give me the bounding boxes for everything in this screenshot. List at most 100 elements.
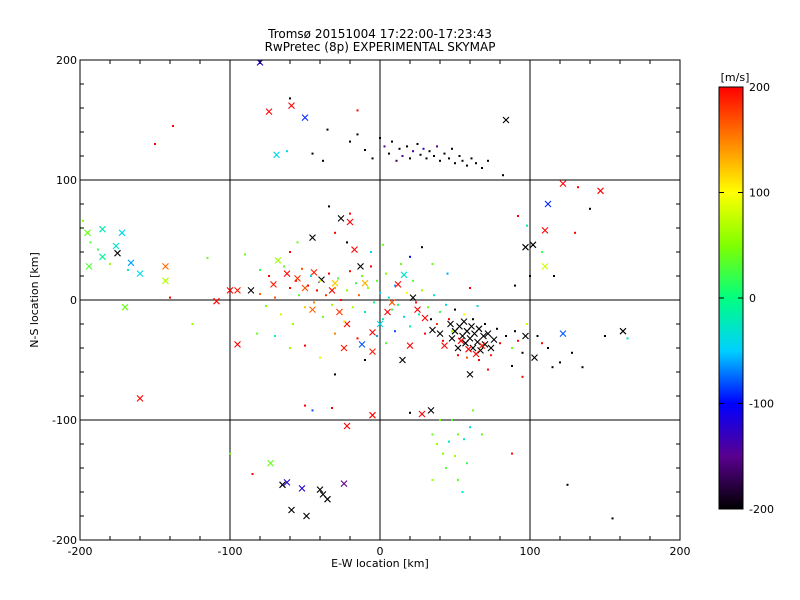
x-tick-label: -100 xyxy=(218,545,243,558)
cross-point xyxy=(99,225,106,233)
dot-point xyxy=(461,159,464,162)
dot-point xyxy=(319,356,321,359)
dot-point xyxy=(325,294,327,297)
dot-point xyxy=(361,275,363,277)
dot-point xyxy=(382,243,384,246)
cross-point xyxy=(544,200,552,208)
dot-point xyxy=(355,282,357,285)
dot-point xyxy=(559,361,561,364)
cross-point xyxy=(409,294,417,301)
dot-point xyxy=(259,269,261,271)
dot-point xyxy=(334,332,336,335)
dot-point xyxy=(311,152,314,155)
dot-point xyxy=(577,186,579,189)
dot-point xyxy=(295,279,297,282)
cross-point xyxy=(541,263,549,270)
dot-point xyxy=(604,335,606,337)
dot-point xyxy=(370,251,372,253)
chart-title: Tromsø 20151004 17:22:00-17:23:43 xyxy=(267,27,492,41)
x-tick-label: 200 xyxy=(670,545,691,558)
dot-point xyxy=(397,303,399,306)
cross-point xyxy=(480,332,487,340)
cross-point xyxy=(369,329,376,336)
dot-point xyxy=(409,325,411,328)
dot-point xyxy=(274,296,276,299)
cross-point xyxy=(301,114,309,121)
dot-point xyxy=(304,344,306,347)
cross-point xyxy=(484,330,492,337)
cross-point xyxy=(472,350,480,358)
dot-point xyxy=(445,467,447,469)
chart-subtitle: RwPretec (8p) EXPERIMENTAL SKYMAP xyxy=(265,40,496,54)
dot-point xyxy=(626,337,629,340)
cross-point xyxy=(441,342,448,349)
cross-point xyxy=(274,257,282,264)
dot-point xyxy=(251,473,254,475)
dot-point xyxy=(484,323,486,325)
dot-point xyxy=(191,323,194,325)
dot-point xyxy=(454,308,456,311)
dot-point xyxy=(280,313,282,316)
dot-point xyxy=(268,275,270,277)
cross-point xyxy=(303,512,310,520)
cross-point xyxy=(559,180,567,187)
dot-point xyxy=(346,241,348,244)
dot-point xyxy=(499,342,501,345)
cross-point xyxy=(376,320,384,328)
dot-point xyxy=(458,155,461,157)
cross-point xyxy=(279,481,286,489)
dot-point xyxy=(356,337,359,340)
dot-point xyxy=(398,147,401,150)
cross-point xyxy=(502,116,510,124)
dot-point xyxy=(409,411,411,414)
dot-point xyxy=(487,368,489,371)
cross-point xyxy=(465,345,472,353)
dot-point xyxy=(553,275,555,277)
dot-point xyxy=(424,332,426,335)
dot-point xyxy=(472,409,474,412)
dot-point xyxy=(376,335,378,337)
dot-point xyxy=(356,109,359,112)
x-tick-label: 0 xyxy=(377,545,384,558)
colorbar-label: [m/s] xyxy=(721,71,750,84)
dot-point xyxy=(373,301,375,304)
dot-point xyxy=(310,275,312,277)
cross-point xyxy=(358,341,366,348)
cross-point xyxy=(162,263,169,270)
dot-point xyxy=(466,356,468,359)
dot-point xyxy=(529,275,531,277)
cross-point xyxy=(99,253,106,261)
cross-point xyxy=(541,227,549,234)
cross-point xyxy=(340,480,348,487)
dot-point xyxy=(469,287,471,289)
cross-point xyxy=(309,306,316,313)
colorbar-tick-label: 200 xyxy=(749,81,770,94)
dot-point xyxy=(517,339,519,342)
dot-point xyxy=(283,265,285,268)
dot-point xyxy=(466,462,468,465)
cross-point xyxy=(531,354,538,361)
cross-point xyxy=(226,287,234,294)
dot-point xyxy=(425,157,428,160)
cross-point xyxy=(283,479,291,486)
cross-point xyxy=(114,249,121,257)
cross-point xyxy=(399,356,406,364)
cross-point xyxy=(619,327,627,335)
dot-point xyxy=(82,219,84,222)
dot-point xyxy=(418,313,420,316)
dot-point xyxy=(514,330,516,333)
dot-point xyxy=(206,257,209,259)
cross-point xyxy=(298,485,306,492)
cross-point xyxy=(112,242,120,250)
dot-point xyxy=(364,149,366,151)
dot-point xyxy=(421,246,423,249)
cross-point xyxy=(478,342,486,349)
dot-point xyxy=(496,327,498,330)
dot-point xyxy=(286,150,288,153)
dot-point xyxy=(388,152,390,155)
cross-point xyxy=(457,337,465,345)
dot-point xyxy=(445,303,447,306)
dot-point xyxy=(379,291,381,294)
cross-point xyxy=(234,287,241,294)
dot-point xyxy=(311,409,314,412)
